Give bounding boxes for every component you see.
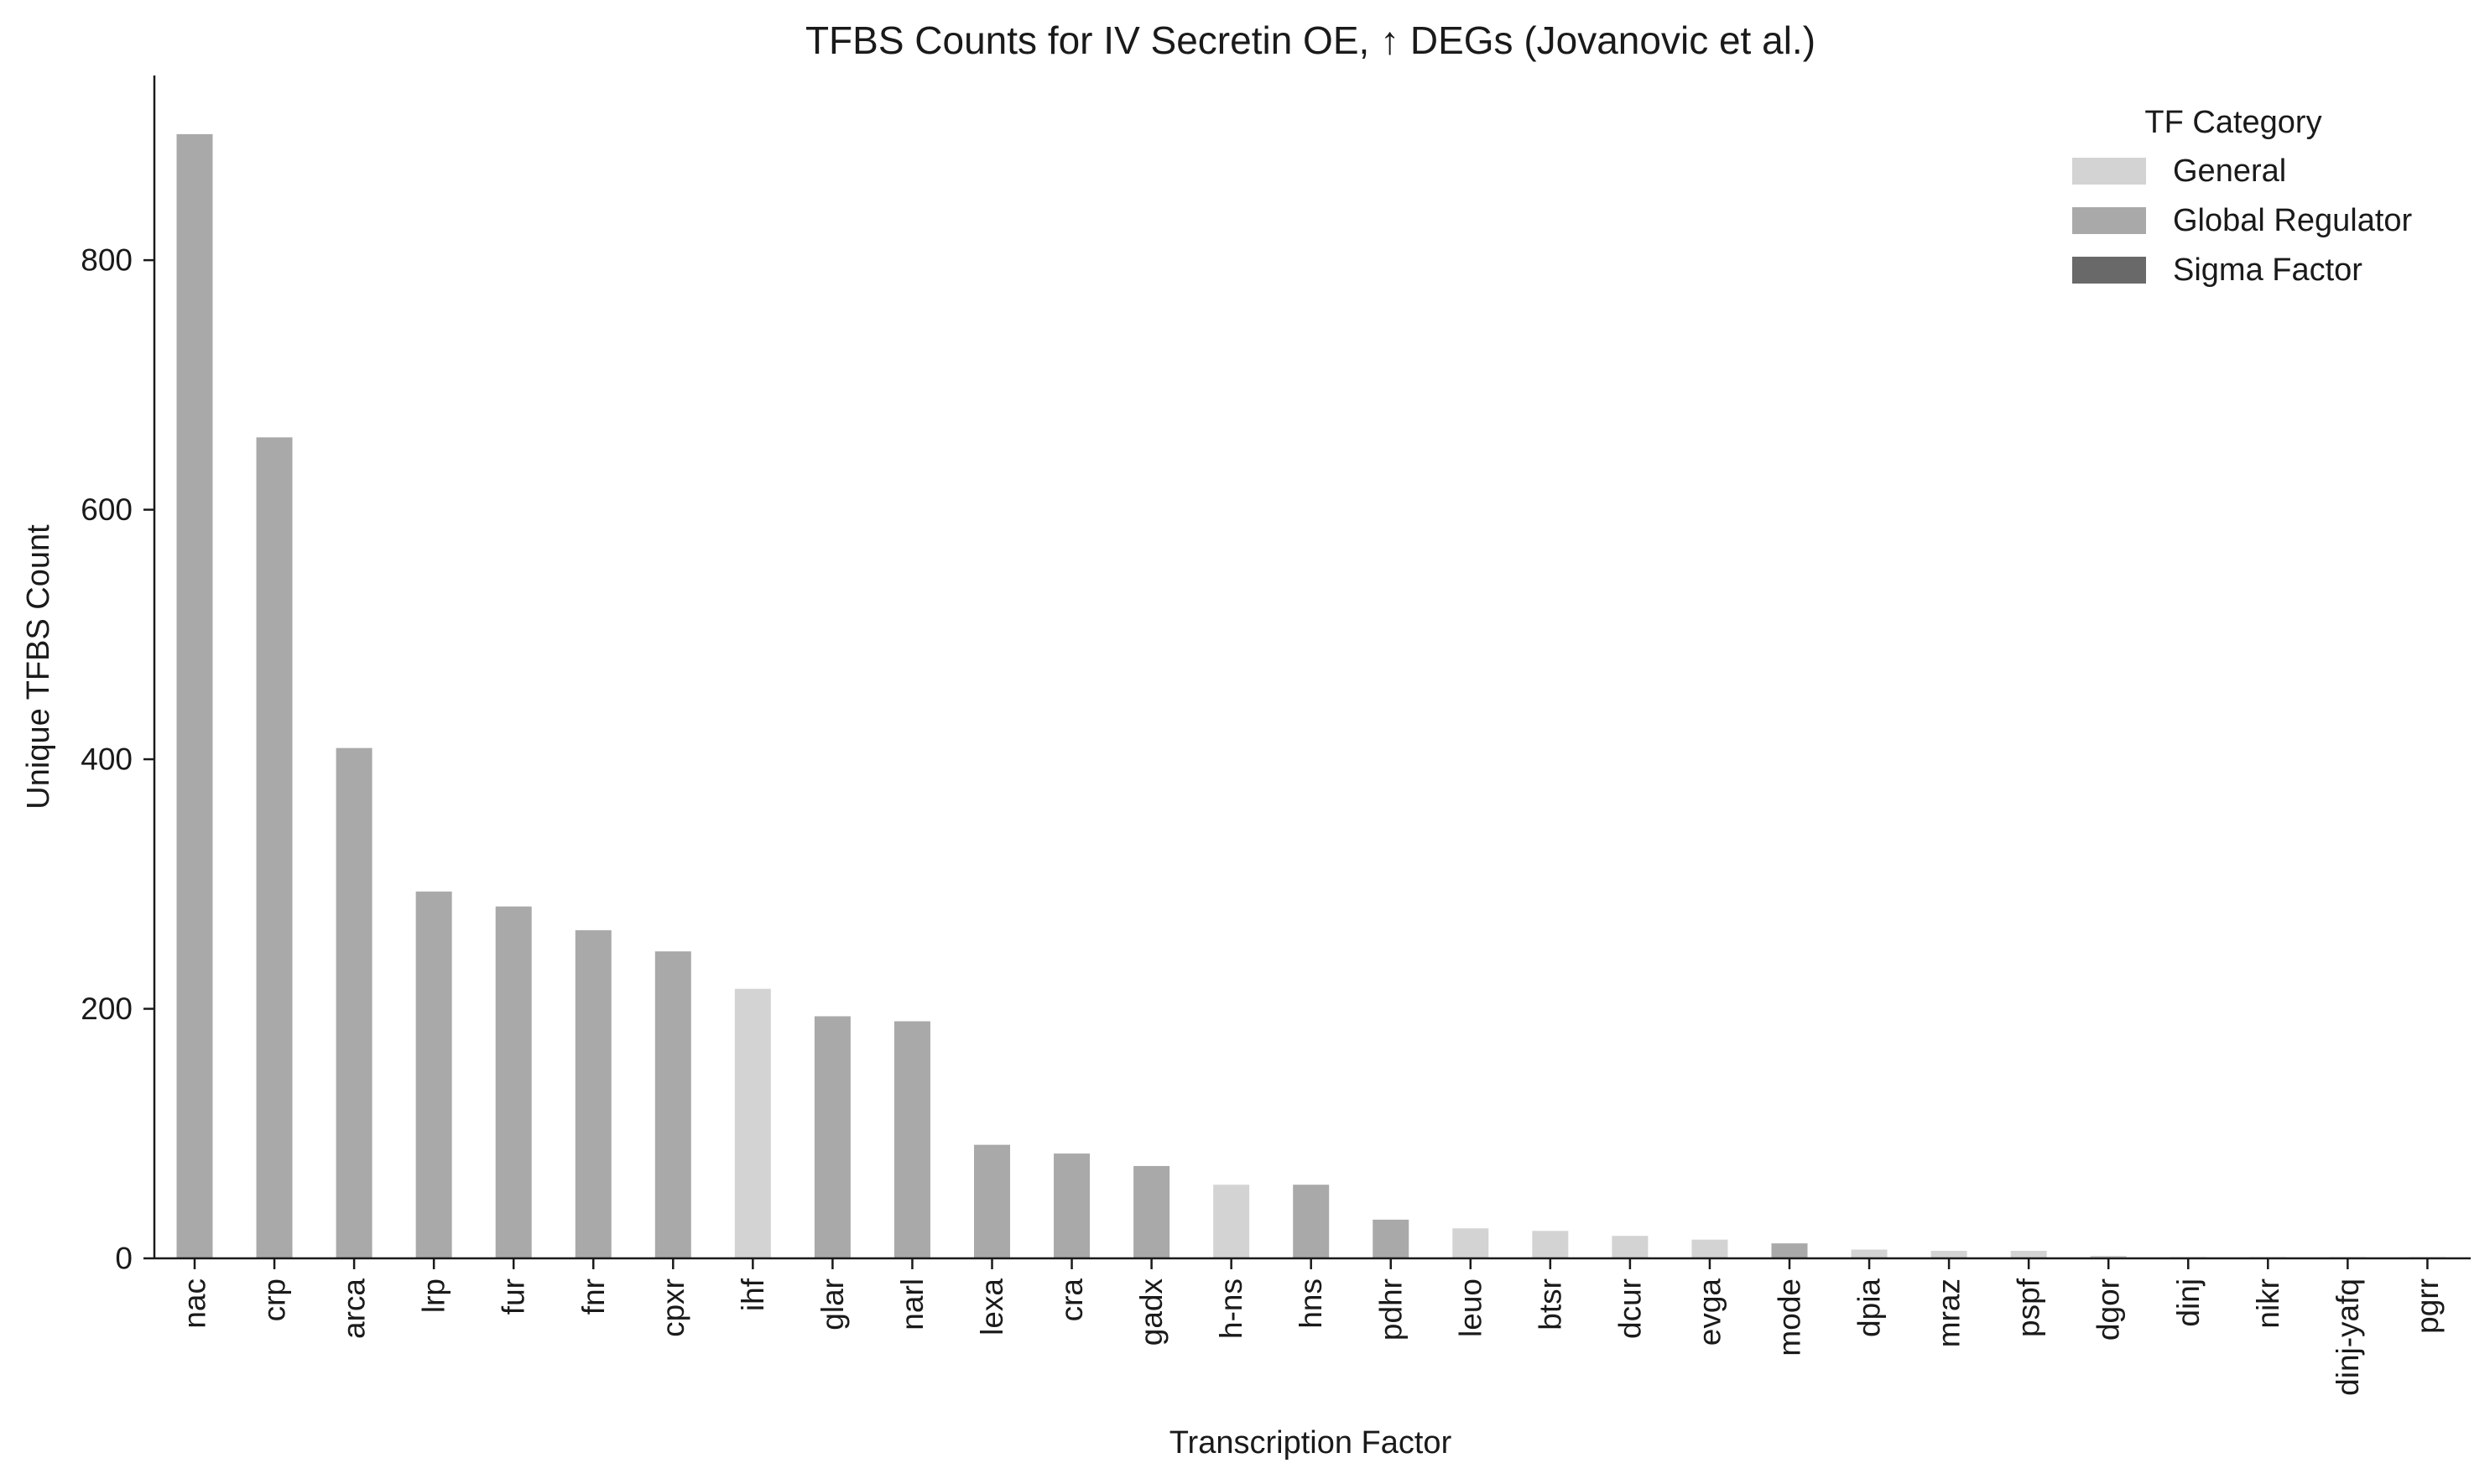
x-axis-label: Transcription Factor [1169,1425,1452,1461]
x-tick-label: fnr [576,1278,611,1315]
legend-label: Sigma Factor [2173,253,2362,288]
y-tick-label: 600 [81,492,133,527]
bar-narl [893,1021,930,1258]
y-axis-label: Unique TFBS Count [21,524,56,810]
bar-ihf [734,988,771,1258]
bar-mode [1771,1243,1808,1258]
x-tick-label: dcur [1612,1278,1647,1339]
bar-fur [495,906,532,1258]
bar-crp [256,437,293,1258]
legend-swatch [2072,158,2146,185]
x-tick-label: lrp [417,1278,451,1313]
bar-dgor [2090,1256,2127,1258]
x-tick-label: crp [258,1278,292,1321]
legend-label: Global Regulator [2173,203,2413,238]
x-tick-label: glar [815,1278,850,1330]
y-tick-label: 0 [115,1242,133,1276]
bar-cra [1054,1153,1091,1258]
bar-fnr [575,929,612,1258]
x-tick-label: dgor [2091,1278,2126,1341]
bar-lrp [415,891,452,1258]
x-tick-label: ihf [736,1278,770,1311]
x-tick-label: arca [337,1278,372,1339]
x-tick-label: dinj [2171,1278,2206,1327]
x-tick-label: leuo [1453,1278,1487,1337]
bar-pspf [2010,1251,2047,1258]
bar-lexa [974,1144,1010,1258]
bar-cpxr [654,951,691,1258]
bar-mraz [1930,1251,1967,1258]
legend-label: General [2173,154,2286,189]
bar-evga [1691,1239,1728,1258]
y-axis-ticks: 0 200 400 600 800 [81,243,154,1276]
x-tick-label: h-ns [1214,1278,1248,1339]
x-tick-label: dpia [1852,1278,1887,1337]
x-tick-label: pspf [2012,1278,2046,1337]
legend-title: TF Category [2144,105,2321,140]
x-tick-label: lexa [975,1278,1009,1336]
x-tick-label: pdhr [1373,1278,1408,1341]
bars-group [176,133,2446,1258]
bar-arca [336,747,372,1258]
bar-leuo [1452,1228,1489,1258]
y-tick-label: 400 [81,742,133,777]
bar-glar [814,1016,851,1258]
bar-btsr [1532,1231,1569,1258]
x-tick-label: mraz [1932,1278,1966,1347]
x-tick-label: hns [1294,1278,1328,1329]
y-tick-label: 800 [81,243,133,278]
x-tick-label: dinj-yafq [2331,1278,2365,1396]
x-tick-label: pgrr [2410,1278,2445,1334]
x-axis-ticks: nac crp arca lrp fur fnr cpxr ihf glar narl lexa cr… [178,1258,2445,1396]
bar-gadx [1133,1165,1170,1258]
bar-hns [1293,1185,1330,1258]
bar-dcur [1612,1236,1649,1258]
x-tick-label: nac [178,1278,212,1329]
x-tick-label: cpxr [656,1278,690,1337]
legend-entries: General Global Regulator Sigma Factor [2072,154,2413,288]
x-tick-label: mode [1773,1278,1807,1356]
legend-swatch [2072,207,2146,234]
legend-swatch [2072,257,2146,284]
legend: TF Category General Global Regulator Sigma… [2072,105,2413,288]
x-tick-label: evga [1692,1278,1727,1346]
x-tick-label: btsr [1533,1278,1567,1330]
x-tick-label: nikr [2251,1278,2285,1329]
bar-pdhr [1373,1219,1409,1258]
x-tick-label: fur [497,1278,531,1315]
x-tick-label: narl [895,1278,930,1330]
y-tick-label: 200 [81,992,133,1026]
chart-title: TFBS Counts for IV Secretin OE, ↑ DEGs (… [805,18,1815,62]
bar-dpia [1851,1249,1888,1258]
x-tick-label: cra [1055,1278,1089,1322]
bar-h-ns [1213,1185,1250,1258]
bar-nac [176,133,213,1258]
x-tick-label: gadx [1134,1278,1169,1346]
